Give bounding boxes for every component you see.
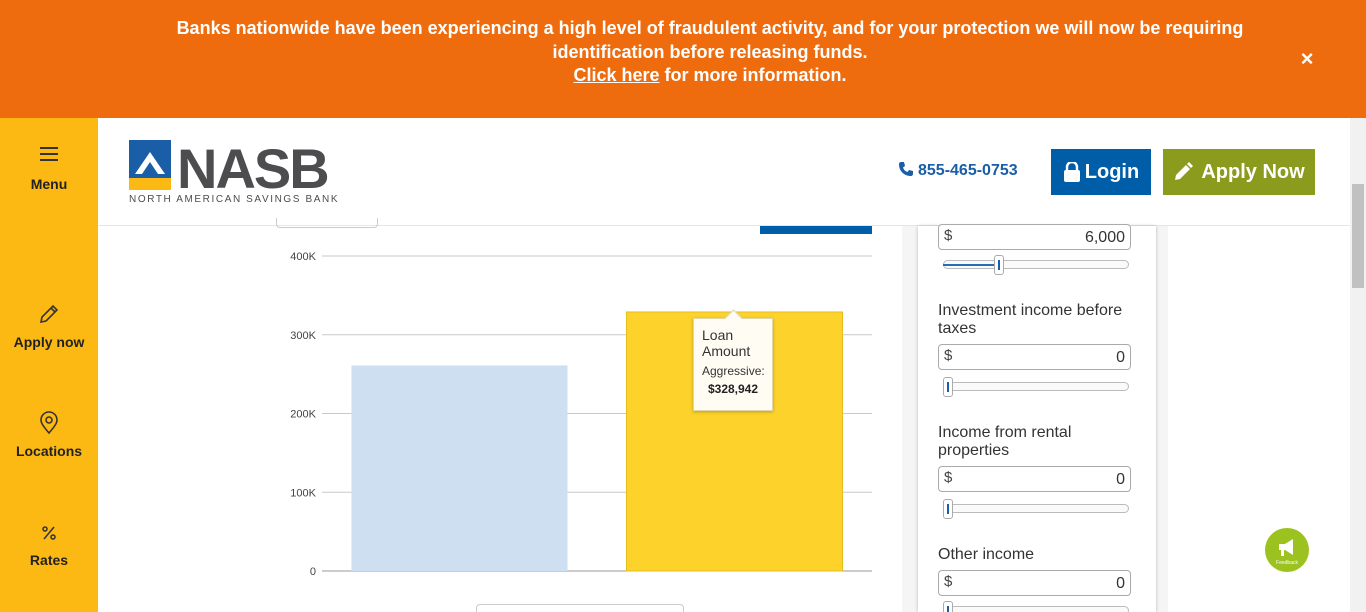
chart-bottom-control-fragment[interactable] (476, 604, 684, 612)
rental-income-slider[interactable] (943, 499, 1129, 519)
slider-handle[interactable] (943, 377, 953, 397)
site-header: NASB NORTH AMERICAN SAVINGS BANK 855-465… (98, 118, 1350, 226)
currency-symbol: $ (944, 347, 953, 364)
tooltip-value: $328,942 (707, 382, 759, 396)
nasb-logo[interactable]: NASB NORTH AMERICAN SAVINGS BANK (128, 137, 348, 208)
side-navigation: Menu Apply now Locations Rates (0, 118, 98, 612)
y-tick-label: 200K (290, 409, 316, 421)
sidenav-item-rates[interactable]: Rates (0, 520, 98, 568)
sidenav-item-locations[interactable]: Locations (0, 411, 98, 459)
megaphone-icon (1279, 539, 1293, 556)
loan-amount-bar-chart: 0 100K 200K 300K 400K (290, 251, 872, 578)
slider-handle[interactable] (943, 499, 953, 519)
investment-income-label: Investment income before taxes (938, 302, 1123, 337)
banner-message: Banks nationwide have been experiencing … (150, 17, 1270, 88)
investment-income-value: 0 (1116, 349, 1125, 366)
rental-income-input[interactable]: $ 0 (938, 466, 1131, 492)
banner-click-here-link[interactable]: Click here (573, 65, 660, 85)
y-tick-label: 0 (310, 566, 316, 578)
login-button[interactable]: Login (1051, 149, 1151, 195)
rental-income-label: Income from rental properties (938, 424, 1072, 459)
logo-wordmark: NASB (177, 137, 330, 200)
chart-tooltip: Loan Amount Aggressive: $328,942 (693, 318, 773, 411)
sidenav-item-apply-now[interactable]: Apply now (0, 302, 98, 350)
currency-symbol: $ (944, 227, 953, 244)
slider-track (943, 606, 1129, 612)
investment-income-slider[interactable] (943, 377, 1129, 397)
slider-fill (943, 264, 997, 266)
y-tick-label: 400K (290, 251, 316, 263)
map-pin-icon (0, 411, 98, 437)
banner-text: Banks nationwide have been experiencing … (176, 18, 1244, 62)
tooltip-series-label: Aggressive: (702, 364, 765, 378)
phone-number: 855-465-0753 (918, 162, 1018, 179)
banner-close-button[interactable]: × (1300, 46, 1314, 71)
slider-track (943, 504, 1129, 513)
chart-bar (351, 365, 568, 571)
pencil-icon (1175, 162, 1194, 180)
apply-now-label: Apply Now (1201, 160, 1305, 183)
sidenav-item-label: Locations (15, 443, 83, 459)
logo-mark-icon (129, 140, 171, 190)
other-income-value: 0 (1116, 575, 1125, 592)
page-scrollbar[interactable] (1350, 118, 1366, 612)
phone-link[interactable]: 855-465-0753 (898, 161, 1018, 180)
feedback-label: Feedback (1276, 560, 1298, 566)
slider-track (943, 382, 1129, 391)
rental-income-value: 0 (1116, 471, 1125, 488)
slider-handle[interactable] (943, 601, 953, 612)
hamburger-icon (0, 144, 98, 170)
sidenav-item-label: Rates (29, 552, 69, 568)
income-panel: $ 6,000 Investment income before taxes $… (918, 224, 1156, 612)
investment-income-input[interactable]: $ 0 (938, 344, 1131, 370)
income-slider-top[interactable] (943, 255, 1129, 275)
pencil-icon (0, 302, 98, 328)
other-income-slider[interactable] (943, 601, 1129, 612)
sidenav-item-label: Apply now (13, 334, 85, 350)
percent-icon (0, 520, 98, 546)
banner-link-suffix: for more information. (659, 65, 847, 85)
y-tick-label: 300K (290, 330, 316, 342)
sidenav-item-label: Menu (30, 176, 68, 192)
chart-action-button-fragment[interactable] (760, 226, 872, 234)
chart-dropdown-fragment[interactable] (276, 218, 378, 228)
other-income-input[interactable]: $ 0 (938, 570, 1131, 596)
other-income-label: Other income (938, 546, 1035, 563)
logo-subtitle: NORTH AMERICAN SAVINGS BANK (129, 194, 340, 205)
currency-symbol: $ (944, 573, 953, 590)
lock-icon (1063, 162, 1080, 182)
income-value: 6,000 (1084, 229, 1125, 246)
slider-handle[interactable] (994, 255, 1005, 275)
apply-now-button[interactable]: Apply Now (1163, 149, 1315, 195)
sidenav-item-menu[interactable]: Menu (0, 144, 98, 192)
fraud-alert-banner: Banks nationwide have been experiencing … (0, 0, 1366, 118)
feedback-button[interactable]: Feedback (1265, 528, 1309, 572)
tooltip-title: Loan Amount (702, 327, 751, 359)
currency-symbol: $ (944, 469, 953, 486)
phone-icon (899, 162, 913, 176)
y-tick-label: 100K (290, 487, 316, 499)
income-input-top[interactable]: $ 6,000 (938, 224, 1131, 250)
login-label: Login (1084, 160, 1140, 183)
scrollbar-thumb[interactable] (1352, 184, 1364, 288)
